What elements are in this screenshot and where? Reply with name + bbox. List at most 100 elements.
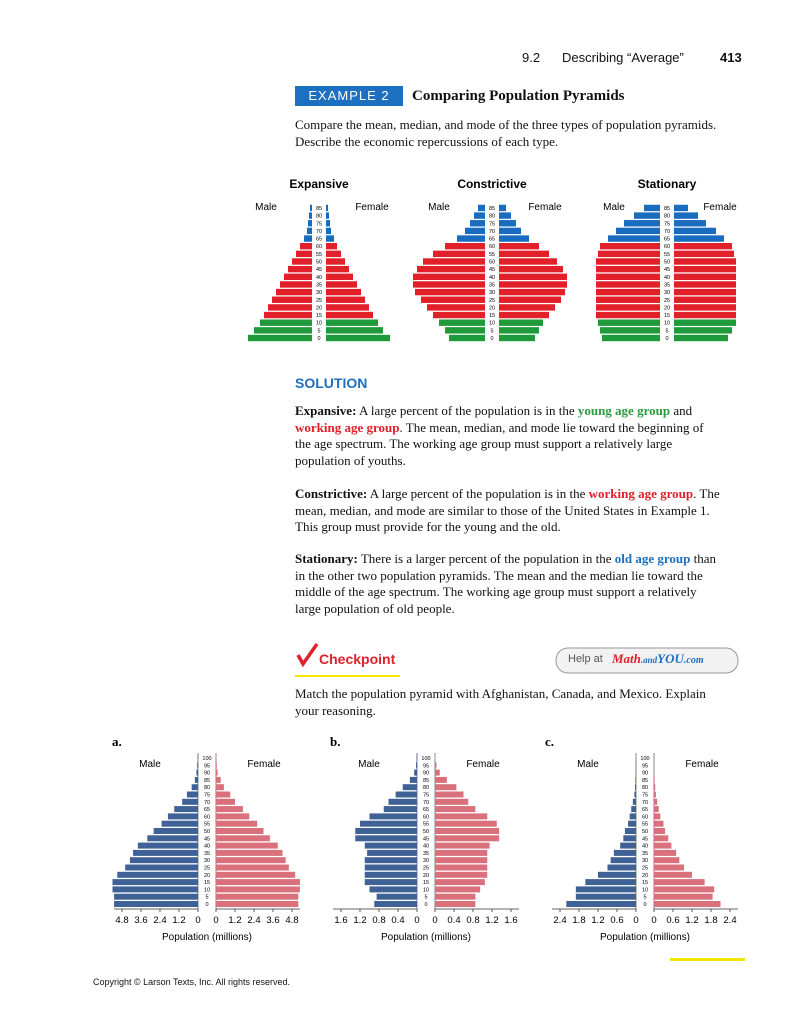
bar [499, 243, 539, 250]
bar [114, 893, 198, 900]
bar [216, 857, 286, 864]
bar [182, 798, 198, 805]
bar [674, 258, 736, 265]
x-tick-label: 1.2 [228, 915, 241, 926]
bar [613, 849, 636, 856]
example-label: EXAMPLE 2 [308, 88, 390, 103]
bar [435, 849, 488, 856]
bar [326, 319, 378, 326]
age-label: 10 [642, 887, 648, 893]
age-label: 5 [490, 328, 493, 334]
bar [310, 204, 312, 212]
bar [415, 288, 485, 296]
paragraph-text: There is a larger percent of the populat… [357, 551, 615, 566]
bar [674, 220, 706, 227]
bar [326, 288, 361, 296]
bar [623, 835, 636, 842]
help-box[interactable] [555, 647, 739, 674]
solution-paragraph: Expansive: A large percent of the popula… [295, 403, 720, 469]
paragraph-text: A large percent of the population is in … [356, 403, 578, 418]
bar [216, 784, 224, 791]
bar [674, 227, 716, 235]
age-label: 55 [489, 252, 495, 258]
section-title: Describing “Average” [562, 50, 684, 65]
bar [304, 235, 312, 242]
age-label: 60 [642, 814, 648, 820]
paragraph-text: A large percent of the population is in … [367, 486, 589, 501]
bar [674, 327, 732, 334]
bar [596, 311, 660, 319]
bar [435, 835, 500, 842]
age-label: 35 [489, 282, 495, 288]
bar [194, 776, 198, 783]
x-tick-label: 0.8 [372, 915, 385, 926]
bar [596, 258, 660, 265]
bar [608, 235, 660, 242]
bar [326, 334, 390, 342]
legend-label: Female [528, 202, 562, 213]
x-axis-label: Population (millions) [600, 932, 690, 943]
bar [499, 304, 555, 311]
bar [435, 842, 490, 849]
bar [216, 813, 250, 820]
bar [388, 798, 417, 805]
age-label: 25 [664, 298, 670, 304]
highlight: working age group [295, 419, 400, 435]
bar [326, 204, 328, 212]
bar [423, 258, 485, 265]
bar [416, 762, 417, 769]
bar [596, 288, 660, 296]
age-label: 85 [204, 778, 210, 784]
x-tick-label: 2.4 [247, 915, 260, 926]
bar [307, 227, 312, 235]
bar [216, 828, 264, 834]
example-box [295, 86, 403, 106]
bar [465, 227, 485, 235]
age-label: 15 [489, 313, 495, 319]
bar [654, 806, 659, 813]
x-tick-label: 1.6 [334, 915, 347, 926]
bar [628, 820, 636, 827]
help-prefix[interactable]: Help at [568, 653, 603, 665]
age-label: 85 [489, 206, 495, 212]
help-site[interactable]: Math.andYOU.com [612, 651, 704, 667]
age-label: 65 [316, 237, 322, 243]
bar [674, 288, 736, 296]
age-label: 20 [316, 305, 322, 311]
age-label: 25 [316, 298, 322, 304]
bar [216, 806, 243, 813]
age-label: 50 [423, 829, 429, 835]
bar [499, 273, 567, 280]
bar [326, 235, 334, 242]
bar [654, 791, 656, 798]
age-label: 5 [205, 895, 208, 901]
bar [499, 319, 543, 326]
bar [216, 798, 235, 805]
x-axis-label: Population (millions) [381, 932, 471, 943]
bar [137, 842, 198, 849]
bar [674, 250, 734, 258]
age-label: 20 [489, 305, 495, 311]
bar [575, 893, 636, 900]
age-label: 15 [316, 313, 322, 319]
age-label: 80 [423, 785, 429, 791]
bar [457, 235, 485, 242]
bar [435, 893, 476, 900]
age-label: 100 [202, 756, 211, 762]
age-label: 75 [664, 221, 670, 227]
bar [427, 304, 485, 311]
age-label: 80 [664, 214, 670, 220]
x-tick-label: 4.8 [115, 915, 128, 926]
age-label: 50 [204, 829, 210, 835]
bar [367, 849, 417, 856]
bar [112, 886, 198, 893]
bar [216, 864, 289, 871]
paragraph-lead: Expansive: [295, 403, 357, 418]
bar [433, 311, 485, 319]
age-label: 100 [421, 756, 430, 762]
bar [326, 265, 349, 273]
bar [369, 813, 417, 820]
paragraph-text: than in the other two population pyramid… [295, 551, 716, 616]
